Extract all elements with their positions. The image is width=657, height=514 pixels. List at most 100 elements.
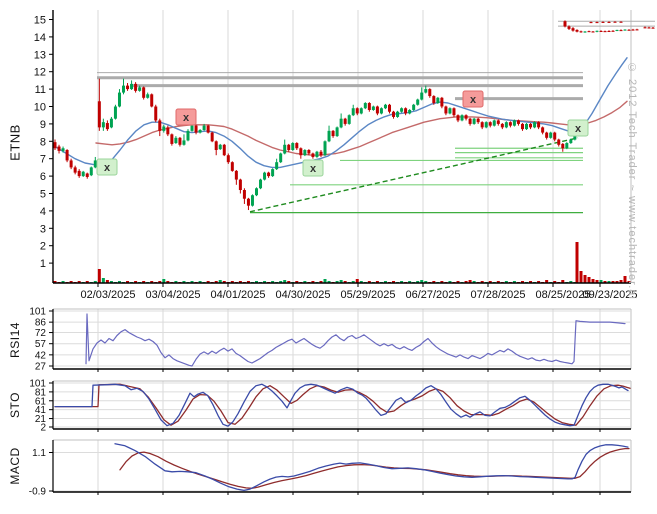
volume-bar xyxy=(375,281,379,283)
candle xyxy=(69,160,73,168)
volume-bar xyxy=(162,279,166,283)
gap-candle xyxy=(563,21,567,27)
candle xyxy=(323,141,327,156)
volume-bar xyxy=(545,280,549,283)
volume-bar xyxy=(619,280,623,283)
candle xyxy=(496,120,500,124)
candle xyxy=(569,139,573,144)
panel-tick-label: 61 xyxy=(35,396,47,407)
volume-bar xyxy=(283,280,287,283)
volume-bar xyxy=(583,275,587,283)
volume-bar xyxy=(591,279,595,283)
candle xyxy=(545,132,549,138)
volume-bar xyxy=(496,281,500,283)
volume-bar xyxy=(529,281,533,283)
candle xyxy=(267,172,271,177)
candle xyxy=(500,123,504,128)
candle xyxy=(287,144,291,150)
candle xyxy=(113,106,117,119)
candle xyxy=(520,123,524,130)
candle xyxy=(255,188,258,196)
volume-bar xyxy=(166,281,170,283)
volume-bar xyxy=(319,281,323,283)
gap-candle xyxy=(615,29,619,31)
candle xyxy=(375,106,379,114)
volume-bar xyxy=(440,281,444,283)
candle xyxy=(178,137,182,145)
signal-glyph: x xyxy=(470,94,477,106)
candle xyxy=(65,150,69,161)
volume-bar xyxy=(448,281,452,283)
volume-bar xyxy=(520,281,524,283)
candle xyxy=(234,170,238,180)
volume-bar xyxy=(561,280,565,283)
candle xyxy=(218,144,222,150)
candle xyxy=(343,118,347,124)
gap-candle xyxy=(595,22,599,24)
volume-bar xyxy=(553,281,557,283)
candle xyxy=(359,108,363,114)
gap-candle xyxy=(603,31,607,33)
volume-bar xyxy=(295,281,299,283)
sell-signal-badge xyxy=(462,90,484,108)
candle xyxy=(488,122,492,126)
date-label: 03/04/2025 xyxy=(145,289,200,301)
gap-candle xyxy=(611,30,615,32)
volume-bar xyxy=(587,277,591,283)
panel-tick-label: 86 xyxy=(35,318,47,329)
volume-bar xyxy=(615,281,619,283)
gap-candle xyxy=(583,31,587,33)
signal-glyph: x xyxy=(310,163,317,175)
candle xyxy=(53,142,57,149)
gap-candle xyxy=(635,29,639,31)
candle xyxy=(516,120,520,124)
candle xyxy=(174,137,178,144)
candle xyxy=(105,123,109,130)
candle xyxy=(396,111,400,117)
volume-bar xyxy=(504,281,508,283)
candle xyxy=(150,94,154,107)
volume-bar xyxy=(512,281,516,283)
panel-tick-label: 101 xyxy=(29,379,46,390)
candle xyxy=(464,115,468,119)
panel-tick-label: 27 xyxy=(35,362,47,373)
price-tick-label: 8 xyxy=(40,136,46,148)
volume-bar xyxy=(93,281,97,283)
candle xyxy=(525,123,529,130)
gap-candle xyxy=(595,30,599,32)
date-label: 04/30/2025 xyxy=(275,289,330,301)
sto-k-line xyxy=(54,383,629,427)
candle xyxy=(93,160,97,168)
candle xyxy=(214,141,218,150)
gap-candle xyxy=(607,30,611,32)
volume-bar xyxy=(480,281,484,283)
volume-bar xyxy=(607,281,611,283)
volume-bar xyxy=(603,281,607,283)
price-tick-label: 1 xyxy=(40,258,46,270)
volume-bar xyxy=(238,281,242,283)
gap-candle xyxy=(619,30,623,32)
volume-bar xyxy=(335,281,339,283)
gap-candle xyxy=(591,31,595,33)
volume-bar xyxy=(222,281,226,283)
volume-bar xyxy=(279,281,283,283)
signal-glyph: x xyxy=(104,162,111,174)
price-tick-label: 4 xyxy=(40,206,46,218)
volume-bar xyxy=(472,281,476,283)
volume-bar xyxy=(190,281,194,283)
candle xyxy=(472,118,476,124)
candle xyxy=(186,130,190,141)
sto-d-line xyxy=(54,383,631,426)
candle xyxy=(460,115,464,121)
candle xyxy=(97,101,101,128)
candle xyxy=(424,89,428,93)
panel-tick-label: 42 xyxy=(35,350,47,361)
volume-bar xyxy=(53,281,57,283)
candle xyxy=(190,125,194,131)
volume-bar xyxy=(488,281,492,283)
volume-bar xyxy=(400,281,404,283)
sell-signal-badge xyxy=(175,108,197,126)
buy-signal-badge xyxy=(302,159,324,177)
